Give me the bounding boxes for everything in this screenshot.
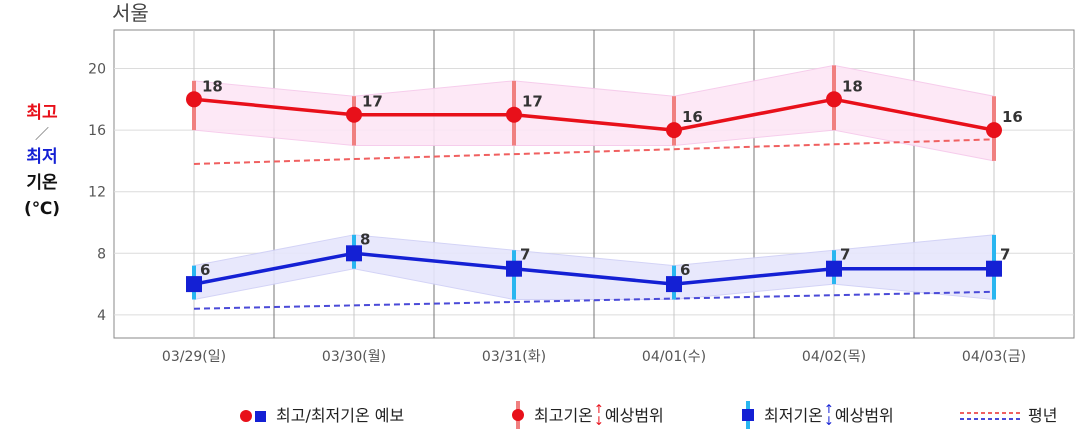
y-tick-label: 20 (88, 62, 106, 78)
grid-layer: 4 8 12 16 20 03/29(일) 03/30(월) 03/31(화) 04/01(수)… (88, 29, 1075, 365)
x-tick-label: 03/31(화) (482, 349, 546, 365)
high-temp-data-label: 17 (362, 93, 383, 111)
x-tick-label: 04/01(수) (642, 349, 706, 365)
high-temp-data-label: 18 (842, 77, 863, 95)
x-tick-label: 03/30(월) (322, 349, 386, 365)
legend-low-range: 최저기온↑ ↓예상범위 (742, 401, 894, 429)
legend-forecast-label: 최고/최저기온 예보 (276, 406, 405, 425)
high-temp-point (666, 122, 682, 139)
low-temp-point (506, 260, 522, 277)
normal-line-layer (193, 138, 995, 310)
low-temp-data-label: 8 (360, 230, 370, 248)
y-tick-label: 4 (97, 308, 106, 324)
y-tick-label: 16 (88, 123, 106, 139)
low-temp-point (986, 260, 1002, 277)
chart-title: 서울 (112, 1, 149, 25)
legend-high-range-label-a: 최고기온 (534, 406, 593, 425)
legend-normal-label: 평년 (1028, 406, 1058, 425)
legend-high-range: 최고기온↑ ↓예상범위 (512, 401, 664, 429)
y-axis-label-temp: 기온 (26, 173, 58, 193)
y-tick-label: 8 (97, 246, 106, 262)
low-temp-point (186, 276, 202, 293)
low-temp-data-label: 7 (520, 246, 530, 264)
low-temp-data-label: 7 (1000, 246, 1010, 264)
high-temp-line (193, 97, 995, 132)
legend-low-range-label-a: 최저기온 (764, 406, 823, 425)
high-temp-point (346, 106, 362, 123)
low-temp-line (193, 251, 994, 286)
y-tick-label: 12 (88, 185, 106, 201)
high-temp-point (826, 91, 842, 108)
high-temp-data-label: 16 (1002, 108, 1023, 126)
legend-high-range-arrows-icon: ↑ ↓ (593, 402, 604, 428)
high-temp-point (186, 91, 202, 108)
y-axis-label-separator: ／ (35, 127, 49, 143)
high-temp-point (986, 122, 1002, 139)
x-tick-label: 03/29(일) (162, 349, 226, 365)
legend-low-range-label-b: 예상범위 (834, 406, 894, 425)
x-tick-label: 04/02(목) (802, 349, 866, 365)
low-temp-data-label: 6 (680, 261, 690, 279)
legend-normal-icon (960, 412, 1020, 420)
high-temp-data-label: 16 (682, 108, 703, 126)
high-temp-data-label: 17 (522, 93, 543, 111)
label-layer: 18 17 17 16 18 16 6 8 7 6 7 7 (200, 77, 1023, 279)
legend-forecast: 최고/최저기온 예보 (240, 402, 404, 426)
chart-canvas: 4 8 12 16 20 03/29(일) 03/30(월) 03/31(화) 04/01(수)… (88, 1, 1075, 365)
y-axis-label-high: 최고 (26, 103, 58, 123)
y-axis-label: 최고 ／ 최저 기온 (℃) (0, 100, 84, 222)
low-temp-point (666, 276, 682, 293)
legend-normal: 평년 (960, 402, 1057, 426)
legend: 최고/최저기온 예보 최고기온↑ ↓예상범위 최저기온↑ ↓예상범위 평년 (0, 396, 1080, 436)
legend-forecast-low-marker-icon (255, 411, 266, 422)
x-tick-label: 04/03(금) (962, 349, 1026, 365)
y-axis-label-unit: (℃) (23, 199, 61, 219)
legend-low-range-icon (742, 401, 754, 429)
series-layer (186, 91, 1002, 293)
normal-low-line (193, 290, 995, 310)
y-axis-label-low: 최저 (26, 147, 58, 167)
legend-high-range-icon (512, 401, 524, 429)
low-temp-point (826, 260, 842, 277)
high-temp-data-label: 18 (202, 77, 223, 95)
low-temp-data-label: 7 (840, 246, 850, 264)
legend-high-range-label-b: 예상범위 (604, 406, 664, 425)
high-temp-point (506, 106, 522, 123)
legend-forecast-high-marker-icon (240, 410, 252, 422)
legend-low-range-arrows-icon: ↑ ↓ (823, 402, 834, 428)
normal-high-line (193, 138, 995, 165)
low-temp-data-label: 6 (200, 261, 210, 279)
low-temp-point (346, 245, 362, 262)
